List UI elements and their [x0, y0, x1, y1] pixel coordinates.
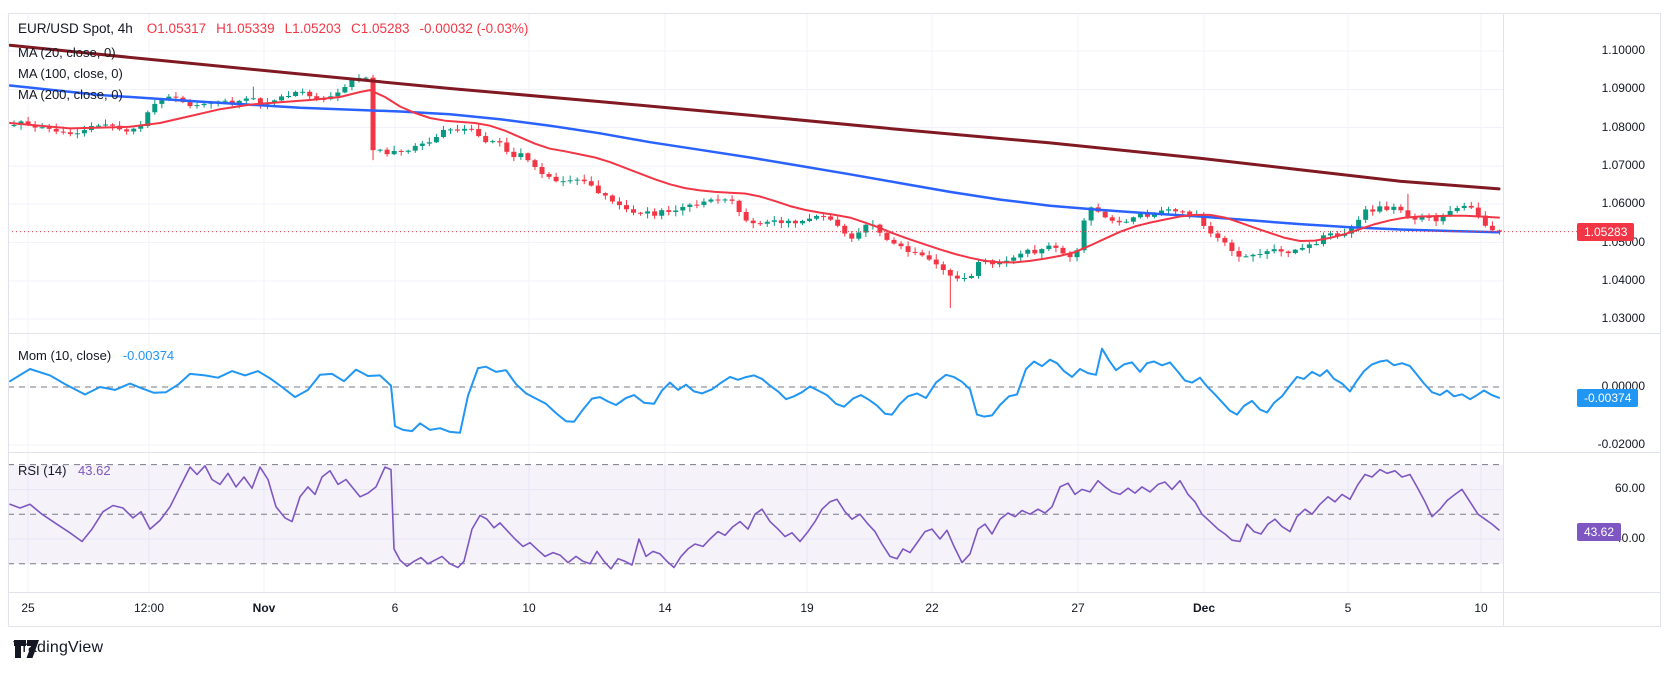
time-axis-label: 10 — [522, 601, 536, 615]
momentum-legend-value: -0.00374 — [122, 348, 175, 363]
tradingview-logo[interactable]: TradingView — [13, 639, 103, 658]
rsi-axis-label: 40.00 — [1614, 531, 1645, 545]
ohlc-open: O1.05317 — [146, 21, 207, 36]
rsi-legend-value: 43.62 — [78, 463, 111, 478]
momentum-legend[interactable]: Mom (10, close) -0.00374 — [18, 348, 174, 363]
momentum-axis-label: -0.02000 — [1597, 437, 1645, 451]
price-axis-label: 1.09000 — [1601, 81, 1645, 96]
rsi-legend[interactable]: RSI (14) 43.62 — [18, 463, 111, 478]
time-axis-label: 5 — [1344, 601, 1352, 615]
symbol-title[interactable]: EUR/USD Spot, 4h — [18, 21, 133, 36]
legend-ma100[interactable]: MA (100, close, 0) — [18, 66, 123, 81]
price-axis-label: 1.07000 — [1601, 157, 1645, 172]
ohlc-change: -0.00032 (-0.03%) — [419, 21, 529, 36]
ohlc-high: H1.05339 — [216, 21, 275, 36]
momentum-legend-label: Mom (10, close) — [18, 348, 112, 363]
price-axis-label: 1.06000 — [1601, 196, 1645, 211]
ohlc-low: L1.05203 — [284, 21, 341, 36]
current-price-badge: 1.05283 — [1577, 223, 1635, 241]
time-axis-label: 6 — [391, 601, 399, 615]
rsi-legend-label: RSI (14) — [18, 463, 67, 478]
price-axis-label: 1.10000 — [1601, 43, 1645, 57]
legend-ma20[interactable]: MA (20, close, 0) — [18, 45, 116, 60]
time-axis-label: 22 — [925, 601, 939, 615]
price-axis-label: 1.03000 — [1601, 311, 1645, 326]
time-axis-label: 10 — [1474, 601, 1488, 615]
time-axis-label: 25 — [21, 601, 35, 615]
symbol-header: EUR/USD Spot, 4h O1.05317 H1.05339 L1.05203… — [18, 21, 538, 36]
price-axis-label: 1.04000 — [1601, 272, 1645, 287]
time-axis-label: Dec — [1192, 601, 1215, 615]
time-axis-label: 19 — [800, 601, 814, 615]
legend-ma200[interactable]: MA (200, close, 0) — [18, 87, 123, 102]
time-axis-label: 12:00 — [133, 601, 165, 615]
time-axis-label: Nov — [252, 601, 276, 615]
rsi-axis-label: 60.00 — [1614, 481, 1645, 496]
price-axis-label: 1.08000 — [1601, 119, 1645, 134]
time-axis-label: 14 — [658, 601, 672, 615]
tradingview-logo-icon — [14, 640, 39, 658]
ohlc-close: C1.05283 — [350, 21, 410, 36]
rsi-value-badge: 43.62 — [1577, 523, 1622, 541]
time-axis-label: 27 — [1071, 601, 1085, 615]
momentum-value-badge: -0.00374 — [1577, 389, 1639, 407]
